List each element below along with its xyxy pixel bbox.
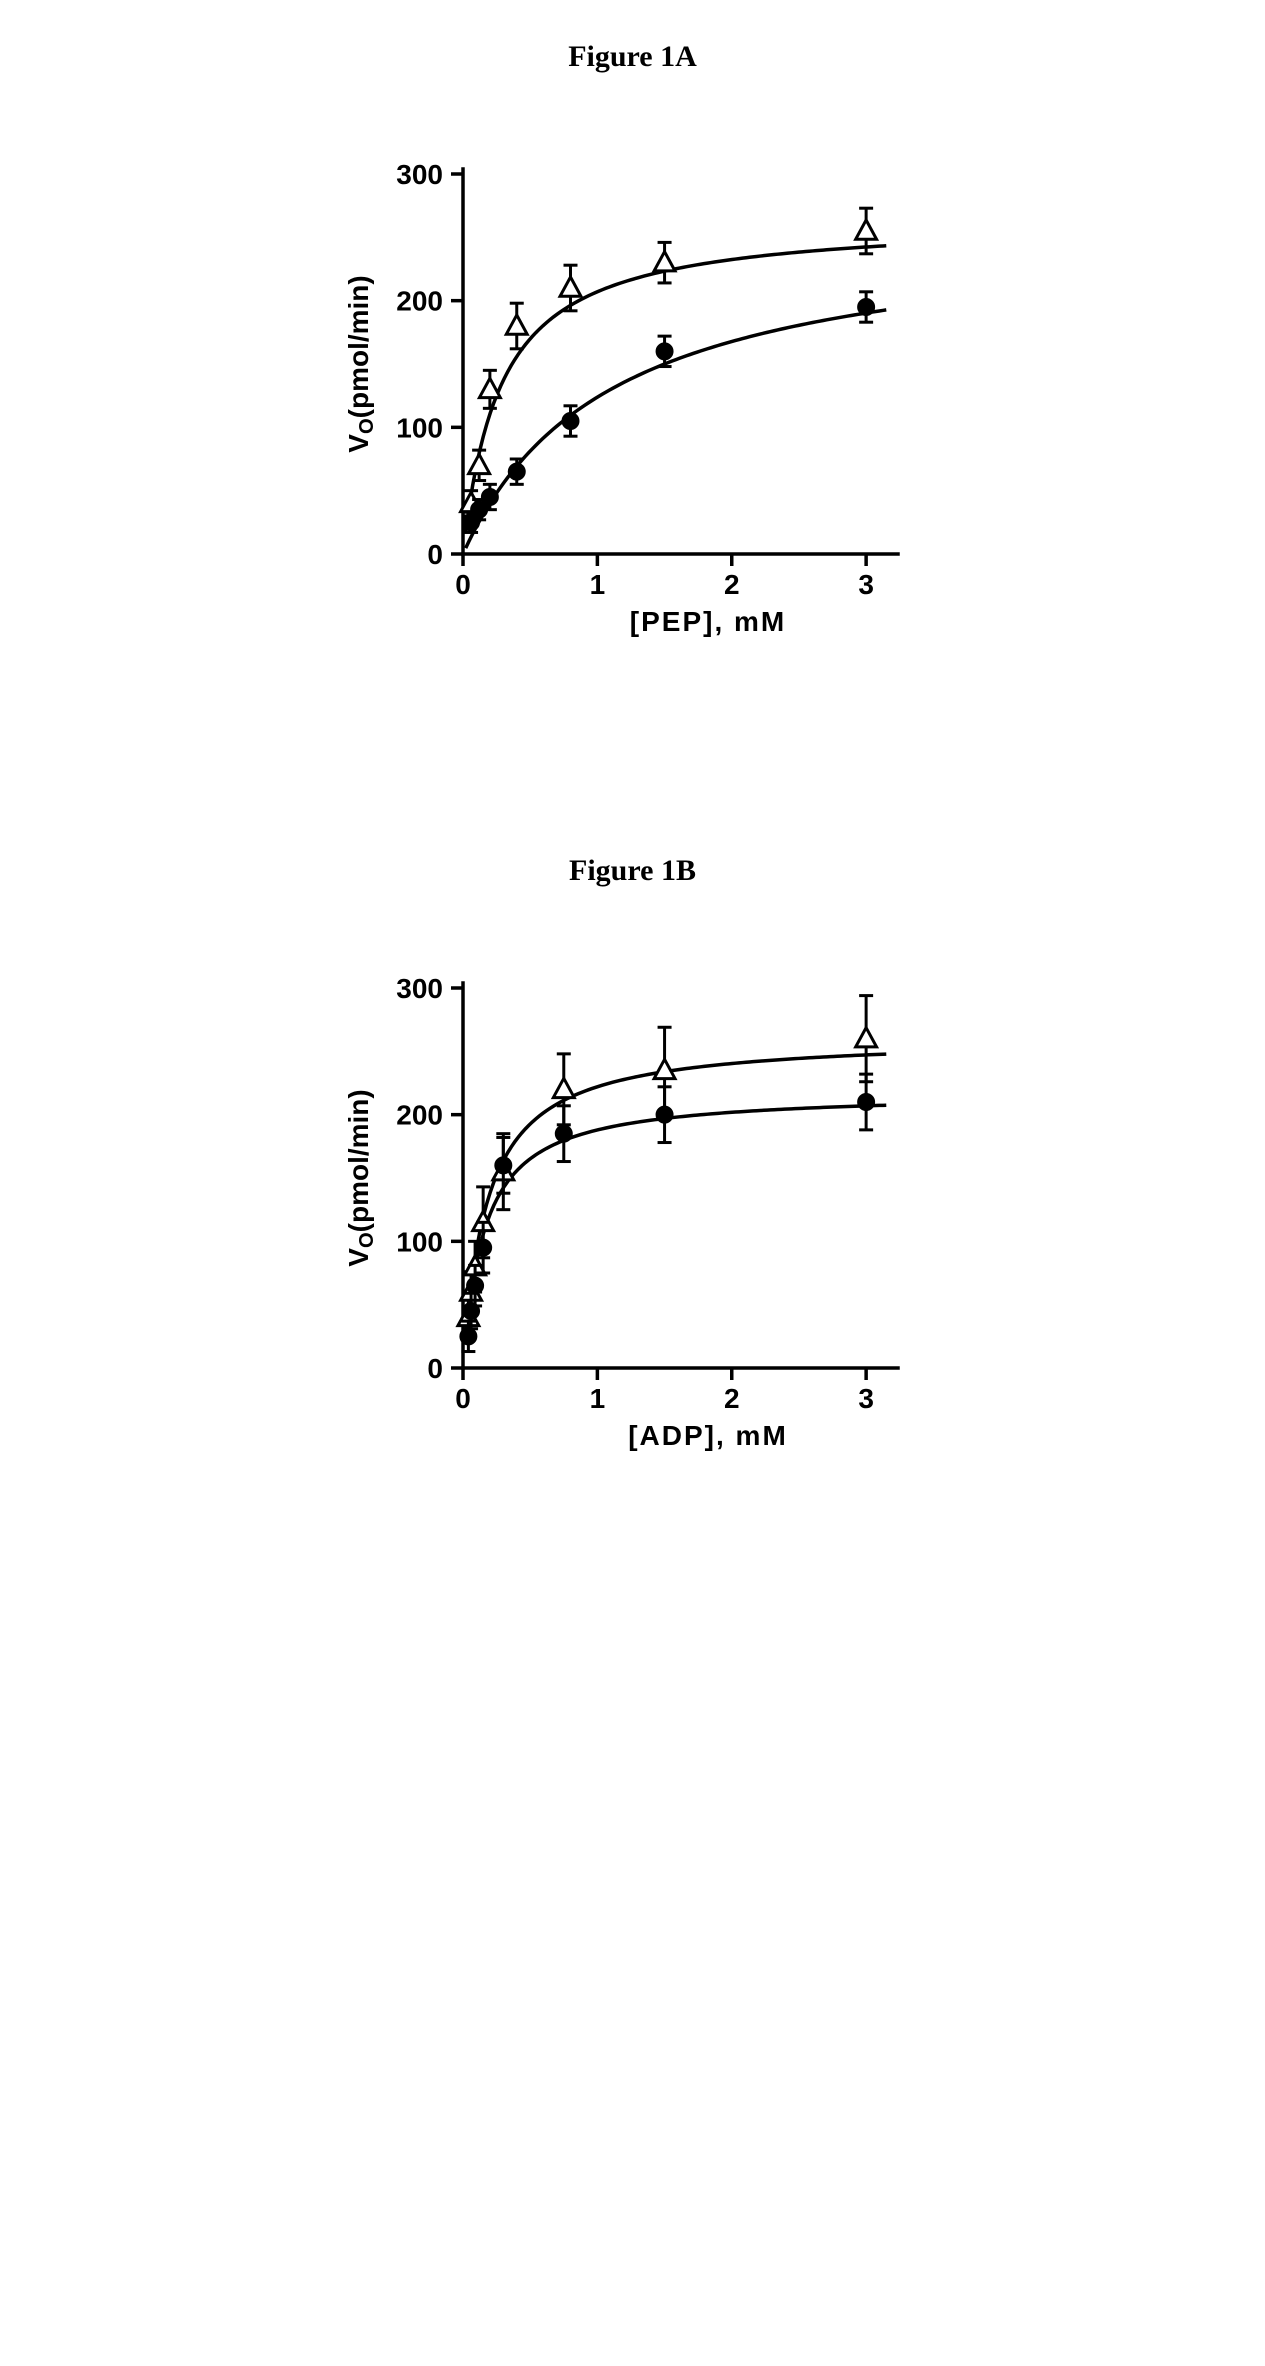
- svg-text:1: 1: [589, 1383, 605, 1414]
- svg-text:0: 0: [455, 1383, 471, 1414]
- figure-1a-title: Figure 1A: [313, 40, 953, 74]
- svg-text:[ADP], mM: [ADP], mM: [628, 1420, 788, 1451]
- figure-1b-block: Figure 1B 01002003000123[ADP], mMVO(pmol…: [313, 854, 953, 1488]
- svg-text:300: 300: [396, 973, 443, 1004]
- svg-text:3: 3: [858, 569, 874, 600]
- svg-text:0: 0: [427, 1353, 443, 1384]
- figure-1a-block: Figure 1A 01002003000123[PEP], mMVO(pmol…: [313, 40, 953, 674]
- svg-text:200: 200: [396, 286, 443, 317]
- figure-1b-title: Figure 1B: [313, 854, 953, 888]
- svg-text:1: 1: [589, 569, 605, 600]
- svg-text:[PEP], mM: [PEP], mM: [629, 606, 785, 637]
- figure-1a-chart: 01002003000123[PEP], mMVO(pmol/min): [313, 114, 953, 674]
- svg-text:0: 0: [455, 569, 471, 600]
- svg-text:2: 2: [723, 569, 739, 600]
- svg-text:3: 3: [858, 1383, 874, 1414]
- svg-text:100: 100: [396, 1226, 443, 1257]
- svg-text:200: 200: [396, 1100, 443, 1131]
- svg-text:100: 100: [396, 412, 443, 443]
- svg-text:0: 0: [427, 539, 443, 570]
- svg-text:2: 2: [723, 1383, 739, 1414]
- figure-1b-chart: 01002003000123[ADP], mMVO(pmol/min): [313, 928, 953, 1488]
- svg-text:300: 300: [396, 159, 443, 190]
